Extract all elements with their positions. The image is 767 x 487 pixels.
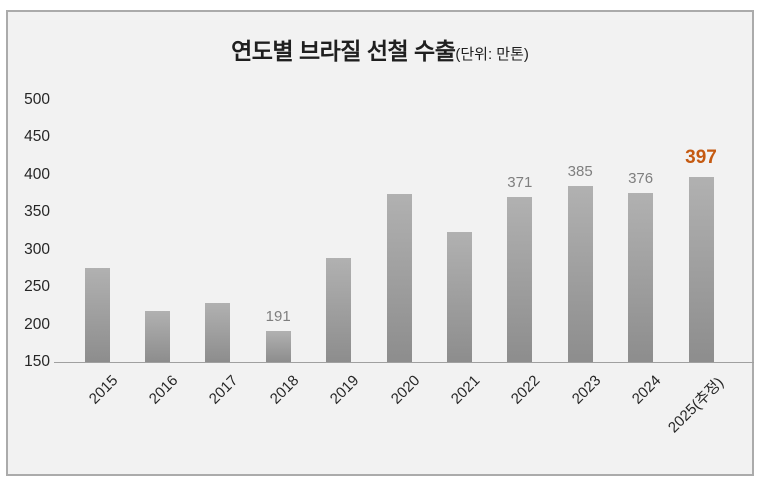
data-label-2022: 371	[507, 173, 533, 191]
x-axis-label-2024: 2024	[629, 372, 665, 408]
x-axis-label-2016: 2016	[145, 372, 182, 408]
bar-2018	[265, 331, 291, 362]
bar-2019	[326, 257, 352, 362]
x-axis-label-2023: 2023	[568, 372, 605, 408]
bar-2016	[144, 311, 170, 362]
plot-area: 2015 2016 2017 191 2018 2019 2020 2021 371 2022 38…	[54, 100, 754, 436]
data-label-2018: 191	[265, 308, 291, 326]
x-axis-label-2017: 2017	[206, 372, 242, 408]
bar-2020	[386, 194, 412, 362]
x-axis-label-2022: 2022	[508, 372, 544, 408]
y-axis-tick-label-200: 200	[24, 315, 50, 333]
x-axis-label-2018: 2018	[266, 372, 303, 408]
y-axis-tick-label-450: 450	[24, 128, 50, 146]
y-axis-tick-label-350: 350	[24, 203, 50, 221]
chart-title-unit: (단위: 만톤)	[455, 46, 529, 63]
x-axis-label-2025-: 2025(추정)	[664, 374, 728, 437]
y-axis-tick-label-150: 150	[24, 353, 50, 370]
x-axis-label-2020: 2020	[387, 372, 424, 408]
bar-2023	[567, 186, 593, 362]
bar-2021	[446, 231, 472, 362]
bar-2025-	[688, 177, 714, 362]
y-axis: 150 200 250 300 350 400 450 500	[8, 91, 50, 370]
y-axis-tick-label-500: 500	[24, 91, 50, 108]
chart-title: 연도별 브라질 선철 수출(단위: 만톤)	[8, 32, 752, 66]
data-label-2025-: 397	[685, 147, 717, 169]
bar-2024	[628, 192, 654, 362]
data-label-2023: 385	[567, 163, 593, 181]
bar-2015	[84, 268, 110, 362]
x-axis-label-2019: 2019	[327, 372, 363, 408]
y-axis-tick-label-400: 400	[24, 165, 50, 183]
y-axis-tick-label-300: 300	[24, 240, 50, 258]
bar-2022	[507, 196, 533, 362]
chart-title-text: 연도별 브라질 선철 수출	[231, 38, 456, 64]
x-axis-label-2021: 2021	[447, 372, 484, 408]
data-label-2024: 376	[628, 169, 654, 187]
bar-2017	[205, 302, 231, 362]
y-axis-tick-label-250: 250	[24, 278, 50, 296]
x-axis-label-2015: 2015	[85, 372, 122, 408]
chart-frame: 연도별 브라질 선철 수출(단위: 만톤) 150 200 250 300 350 400…	[6, 10, 754, 476]
